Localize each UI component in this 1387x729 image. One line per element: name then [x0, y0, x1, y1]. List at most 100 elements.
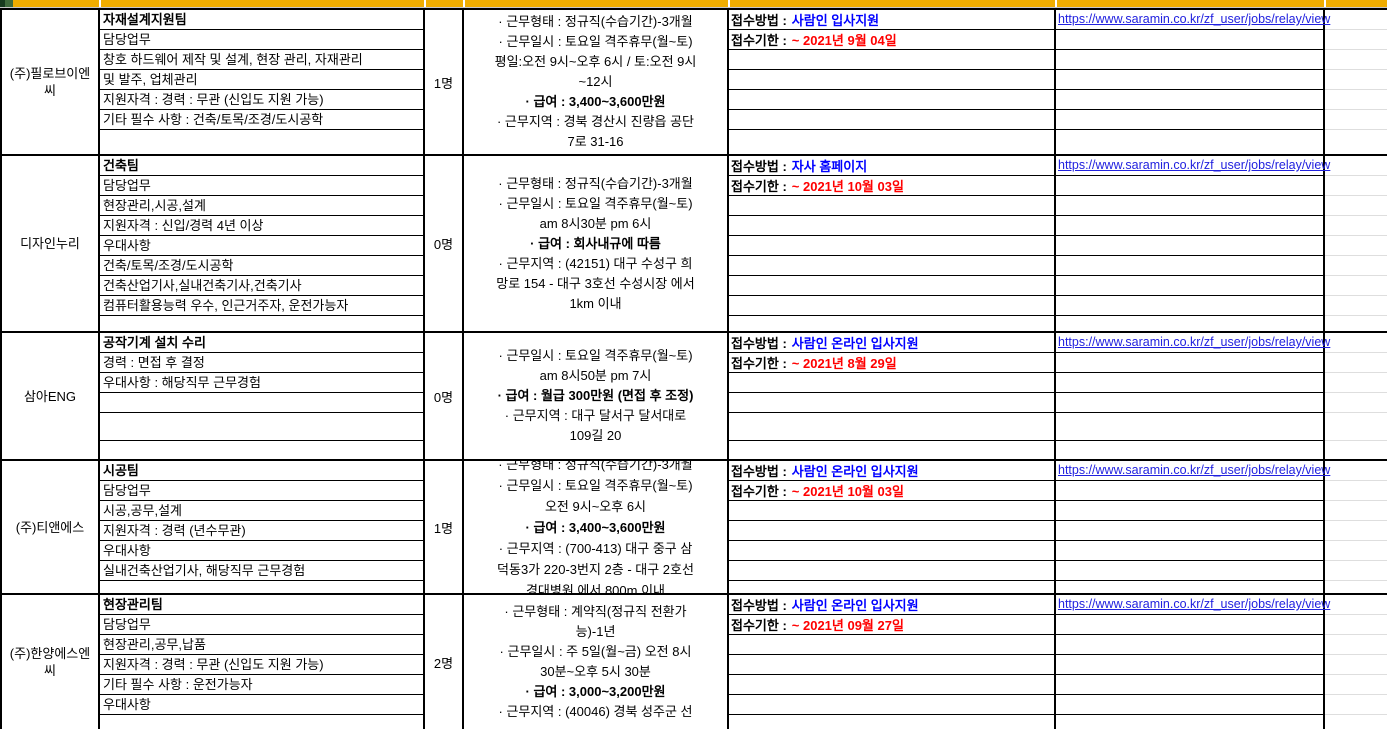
- empty-cell: [729, 561, 1054, 581]
- method-label: 접수방법 :: [731, 159, 787, 174]
- work-conditions-cell: · 근무형태 : 정규직(수습기간)-3개월 · 근무일시 : 토요일 격주휴무…: [464, 461, 729, 593]
- empty-cell: [729, 236, 1054, 256]
- detail-row: 건축/토목/조경/도시공학: [100, 256, 423, 276]
- work-conditions-cell: · 근무일시 : 토요일 격주휴무(월~토) am 8시50분 pm 7시 · …: [464, 333, 729, 459]
- company-name: 삼아ENG: [2, 333, 100, 459]
- header-col-separator: [424, 0, 426, 8]
- empty-cell: [1056, 196, 1323, 216]
- empty-cell: [1056, 581, 1323, 593]
- empty-cell: [729, 296, 1054, 316]
- condition-line: · 근무일시 : 토요일 격주휴무(월~토): [498, 477, 693, 493]
- detail-row: 현장관리,시공,설계: [100, 196, 423, 216]
- job-url-link[interactable]: https://www.saramin.co.kr/zf_user/jobs/r…: [1058, 597, 1331, 611]
- method-value: 사람인 온라인 입사지원: [791, 598, 919, 613]
- condition-line: · 근무지역 : (700-413) 대구 중구 삼: [498, 540, 693, 556]
- detail-row: 및 발주, 업체관리: [100, 70, 423, 90]
- empty-cell: [1056, 316, 1323, 331]
- deadline-label: 접수기한 :: [731, 33, 787, 48]
- empty-cell: [1056, 441, 1323, 459]
- header-col-separator: [728, 0, 730, 8]
- salary-line: · 급여 : 회사내규에 따름: [530, 235, 661, 251]
- detail-row: 시공,공무,설계: [100, 501, 423, 521]
- job-url-link[interactable]: https://www.saramin.co.kr/zf_user/jobs/r…: [1058, 158, 1331, 172]
- method-label: 접수방법 :: [731, 336, 787, 351]
- empty-cell: [729, 110, 1054, 130]
- apply-method-row: 접수방법 : 사람인 입사지원: [729, 10, 1054, 30]
- job-url-link[interactable]: https://www.saramin.co.kr/zf_user/jobs/r…: [1058, 335, 1331, 349]
- method-label: 접수방법 :: [731, 13, 787, 28]
- url-row: https://www.saramin.co.kr/zf_user/jobs/r…: [1056, 10, 1330, 30]
- empty-cell: [1056, 393, 1323, 413]
- detail-row: 담당업무: [100, 176, 423, 196]
- empty-cell: [100, 130, 423, 154]
- empty-cell: [1056, 276, 1323, 296]
- empty-cell: [1056, 216, 1323, 236]
- empty-cell: [1056, 236, 1323, 256]
- url-row: https://www.saramin.co.kr/zf_user/jobs/r…: [1056, 333, 1330, 353]
- empty-cell: [1056, 296, 1323, 316]
- method-label: 접수방법 :: [731, 598, 787, 613]
- detail-row: 지원자격 : 신입/경력 4년 이상: [100, 216, 423, 236]
- apply-method-row: 접수방법 : 자사 홈페이지: [729, 156, 1054, 176]
- empty-cell: [1056, 70, 1323, 90]
- method-value: 자사 홈페이지: [791, 159, 868, 174]
- deadline-label: 접수기한 :: [731, 179, 787, 194]
- header-green-cell-2: [5, 0, 13, 8]
- empty-cell: [1056, 695, 1323, 715]
- condition-line: 1km 이내: [569, 295, 622, 311]
- empty-cell: [729, 216, 1054, 236]
- condition-line: · 근무지역 : (40046) 경북 성주군 선: [498, 704, 693, 719]
- detail-row: 지원자격 : 경력 : 무관 (신입도 지원 가능): [100, 655, 423, 675]
- empty-cell: [729, 413, 1054, 441]
- empty-cell: [1056, 50, 1323, 70]
- apply-deadline-row: 접수기한 : ~ 2021년 8월 29일: [729, 353, 1054, 373]
- empty-cell: [100, 316, 423, 331]
- apply-deadline-row: 접수기한 : ~ 2021년 10월 03일: [729, 176, 1054, 196]
- headcount-cell: 1명: [425, 461, 464, 593]
- condition-line: · 근무형태 : 계약직(정규직 전환가: [504, 604, 687, 619]
- job-posting-section: 삼아ENG 공작기계 설치 수리 경력 : 면접 후 결정 우대사항 : 해당직…: [0, 333, 1387, 461]
- detail-row: 담당업무: [100, 615, 423, 635]
- deadline-label: 접수기한 :: [731, 484, 787, 499]
- empty-cell: [1056, 635, 1323, 655]
- empty-cell: [100, 581, 423, 593]
- right-gutter-column: [1325, 333, 1387, 459]
- condition-line: · 근무형태 : 정규직(수습기간)-3개월: [498, 14, 693, 29]
- job-posting-section: (주)한양에스엔씨 현장관리팀 담당업무 현장관리,공무,납품 지원자격 : 경…: [0, 595, 1387, 729]
- headcount-cell: 1명: [425, 10, 464, 154]
- detail-row: 창호 하드웨어 제작 및 설계, 현장 관리, 자재관리: [100, 50, 423, 70]
- detail-row: 기타 필수 사항 : 건축/토목/조경/도시공학: [100, 110, 423, 130]
- header-col-separator: [99, 0, 101, 8]
- job-url-link[interactable]: https://www.saramin.co.kr/zf_user/jobs/r…: [1058, 463, 1331, 477]
- job-detail-column: 현장관리팀 담당업무 현장관리,공무,납품 지원자격 : 경력 : 무관 (신입…: [100, 595, 425, 729]
- company-name: (주)한양에스엔씨: [2, 595, 100, 729]
- job-posting-section: (주)필로브이엔씨 자재설계지원팀 담당업무 창호 하드웨어 제작 및 설계, …: [0, 10, 1387, 156]
- team-name: 현장관리팀: [100, 595, 423, 615]
- headcount-cell: 0명: [425, 156, 464, 331]
- condition-line: 능)-1년: [575, 624, 616, 639]
- application-column: 접수방법 : 사람인 온라인 입사지원 접수기한 : ~ 2021년 09월 2…: [729, 595, 1056, 729]
- url-column: https://www.saramin.co.kr/zf_user/jobs/r…: [1056, 156, 1330, 331]
- company-name: (주)필로브이엔씨: [2, 10, 100, 154]
- empty-cell: [1056, 655, 1323, 675]
- team-name: 건축팀: [100, 156, 423, 176]
- detail-row: 우대사항: [100, 695, 423, 715]
- job-url-link[interactable]: https://www.saramin.co.kr/zf_user/jobs/r…: [1058, 12, 1331, 26]
- headcount-cell: 2명: [425, 595, 464, 729]
- detail-row: 지원자격 : 경력 : 무관 (신입도 지원 가능): [100, 90, 423, 110]
- empty-cell: [1056, 615, 1323, 635]
- application-column: 접수방법 : 사람인 온라인 입사지원 접수기한 : ~ 2021년 10월 0…: [729, 461, 1056, 593]
- deadline-value: ~ 2021년 10월 03일: [791, 484, 904, 499]
- method-value: 사람인 온라인 입사지원: [791, 464, 919, 479]
- condition-line: am 8시30분 pm 6시: [539, 215, 652, 231]
- team-name: 시공팀: [100, 461, 423, 481]
- empty-cell: [1056, 110, 1323, 130]
- url-column: https://www.saramin.co.kr/zf_user/jobs/r…: [1056, 10, 1330, 154]
- empty-cell: [1056, 561, 1323, 581]
- empty-cell: [1056, 521, 1323, 541]
- salary-line: · 급여 : 3,000~3,200만원: [525, 684, 666, 699]
- right-gutter-column: [1325, 156, 1387, 331]
- empty-cell: [1056, 715, 1323, 729]
- detail-row: 실내건축산업기사, 해당직무 근무경험: [100, 561, 423, 581]
- job-detail-column: 자재설계지원팀 담당업무 창호 하드웨어 제작 및 설계, 현장 관리, 자재관…: [100, 10, 425, 154]
